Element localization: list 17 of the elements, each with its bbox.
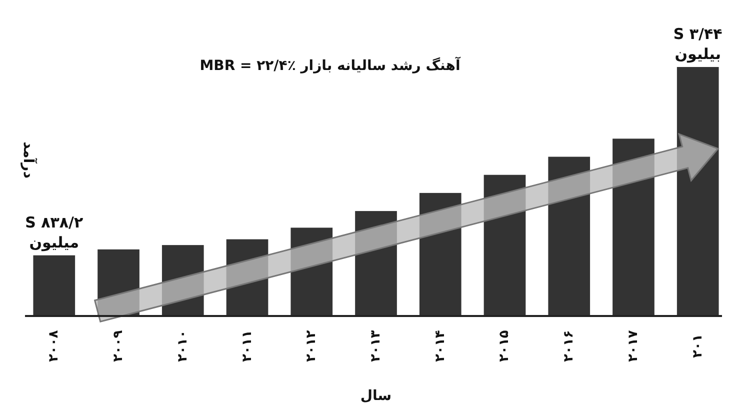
x-tick-label: ۲۰۰۹ bbox=[111, 330, 126, 362]
x-tick-label: ۲۰۱۴ bbox=[432, 330, 448, 362]
data-label: S ۸۳۸/۲ میلیون bbox=[25, 213, 84, 252]
x-tick-label: ۲۰۱۵ bbox=[497, 330, 512, 362]
bar bbox=[33, 255, 76, 316]
x-tick-label: ۲۰۰۸ bbox=[46, 330, 62, 362]
y-axis-title: درآمد bbox=[20, 142, 38, 178]
x-tick-label: ۲۰۱۶ bbox=[562, 330, 577, 362]
x-tick-label: ۲۰۱۳ bbox=[368, 330, 384, 362]
x-tick-label: ۲۰۱۰ bbox=[175, 330, 190, 362]
x-axis-title: سال bbox=[360, 388, 392, 404]
chart-title: آهنگ رشد سالیانه بازار MBR = ۲۲/۴٪ bbox=[200, 56, 462, 74]
data-label: S ۳/۴۴ بیلیون bbox=[673, 25, 722, 63]
x-tick-label: ۲۰۱ bbox=[690, 334, 706, 358]
x-tick-label: ۲۰۱۲ bbox=[304, 330, 320, 362]
x-tick-label: ۲۰۱۷ bbox=[626, 330, 641, 362]
x-tick-label: ۲۰۱۱ bbox=[240, 330, 255, 362]
